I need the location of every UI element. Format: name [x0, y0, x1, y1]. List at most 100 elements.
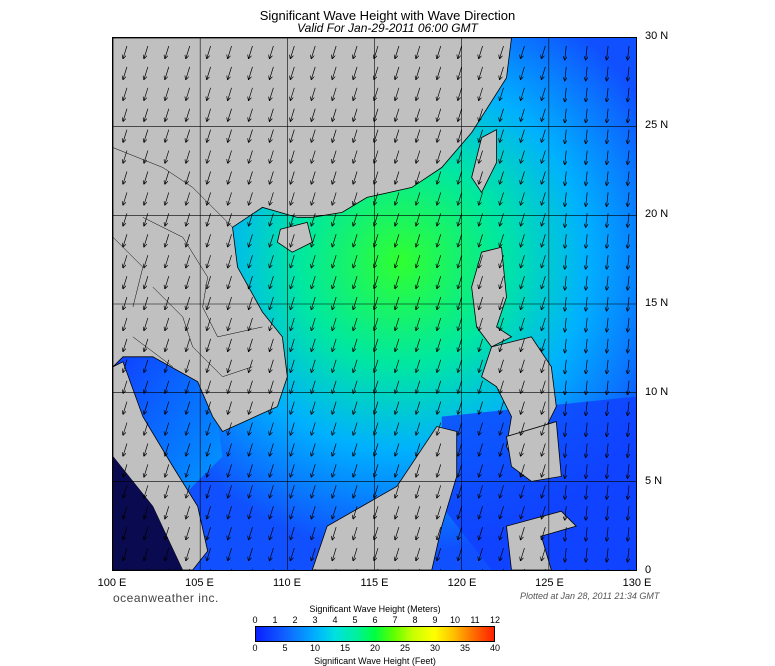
wave-direction-arrow	[500, 276, 504, 288]
wave-direction-arrow	[395, 317, 400, 330]
wave-direction-arrow	[290, 338, 295, 351]
wave-direction-arrow	[395, 401, 400, 414]
wave-direction-arrow	[270, 422, 274, 435]
wave-direction-arrow	[123, 338, 128, 351]
wave-direction-arrow	[586, 548, 587, 562]
wave-direction-arrow	[395, 527, 400, 539]
wave-direction-arrow	[395, 45, 400, 58]
wave-direction-arrow	[144, 87, 149, 100]
wave-direction-arrow	[165, 66, 170, 79]
wave-direction-arrow	[249, 150, 253, 163]
wave-direction-arrow	[521, 338, 525, 351]
wave-direction-arrow	[416, 234, 421, 246]
wave-direction-arrow	[290, 527, 295, 539]
wave-direction-arrow	[311, 276, 316, 288]
wave-direction-arrow	[374, 255, 379, 267]
wave-direction-arrow	[565, 234, 566, 248]
wave-direction-arrow	[458, 192, 462, 204]
wave-direction-arrow	[416, 401, 421, 414]
wave-direction-arrow	[374, 547, 379, 560]
wave-direction-arrow	[607, 192, 608, 206]
wave-direction-arrow	[228, 45, 232, 58]
wave-direction-arrow	[479, 276, 483, 288]
wave-direction-arrow	[270, 213, 274, 225]
wave-direction-arrow	[628, 359, 629, 374]
wave-direction-arrow	[290, 485, 295, 497]
wave-direction-arrow	[311, 401, 316, 414]
wave-direction-arrow	[565, 255, 566, 269]
lon-label: 100 E	[97, 577, 127, 589]
wave-direction-arrow	[479, 192, 483, 204]
wave-direction-arrow	[541, 276, 546, 288]
wave-direction-arrow	[228, 527, 232, 539]
wave-direction-arrow	[290, 547, 295, 560]
wave-direction-arrow	[541, 485, 546, 497]
wave-direction-arrow	[270, 192, 274, 204]
wave-direction-arrow	[565, 443, 566, 457]
wave-direction-arrow	[332, 255, 337, 267]
wave-direction-arrow	[353, 296, 358, 309]
wave-direction-arrow	[311, 443, 316, 455]
wave-direction-arrow	[165, 338, 170, 351]
wave-direction-arrow	[144, 317, 149, 330]
wave-direction-arrow	[144, 255, 149, 267]
wave-direction-arrow	[395, 276, 400, 288]
wave-direction-arrow	[123, 45, 128, 58]
wave-direction-arrow	[353, 527, 358, 539]
wave-direction-arrow	[144, 66, 149, 79]
wave-direction-arrow	[374, 171, 379, 183]
wave-direction-arrow	[270, 296, 274, 309]
wave-direction-arrow	[541, 380, 546, 393]
wave-direction-arrow	[437, 443, 442, 455]
colorbar-meters-tick: 10	[449, 615, 460, 625]
wave-direction-arrow	[541, 108, 546, 121]
wave-direction-arrow	[228, 547, 232, 560]
wave-direction-arrow	[249, 192, 253, 204]
wave-direction-arrow	[565, 87, 566, 102]
wave-direction-arrow	[165, 234, 170, 246]
wave-direction-arrow	[186, 150, 191, 163]
wave-direction-arrow	[123, 234, 128, 246]
wave-direction-arrow	[207, 401, 211, 414]
wave-direction-arrow	[521, 401, 525, 414]
wave-direction-arrow	[249, 401, 253, 414]
wave-direction-arrow	[144, 338, 149, 351]
wave-direction-arrow	[207, 359, 211, 372]
wave-direction-arrow	[479, 464, 483, 476]
wave-direction-arrow	[249, 527, 253, 539]
colorbar-meters-tick: 11	[470, 615, 480, 625]
wave-direction-arrow	[249, 66, 253, 79]
wave-direction-arrow	[228, 506, 232, 518]
wave-direction-arrow	[607, 464, 608, 478]
wave-direction-arrow	[249, 464, 253, 476]
wave-direction-arrow	[186, 422, 191, 435]
wave-direction-arrow	[332, 45, 337, 58]
wave-direction-arrow	[395, 150, 400, 163]
wave-direction-arrow	[500, 401, 504, 414]
wave-direction-arrow	[270, 359, 274, 372]
wave-direction-arrow	[186, 485, 191, 497]
wave-direction-arrow	[586, 192, 587, 206]
wave-direction-arrow	[395, 464, 400, 476]
wave-direction-arrow	[479, 401, 483, 414]
wave-direction-arrow	[607, 527, 608, 541]
wave-direction-arrow	[521, 150, 525, 163]
wave-direction-arrow	[395, 359, 400, 372]
wave-direction-arrow	[207, 87, 211, 100]
wave-direction-arrow	[123, 108, 128, 121]
colorbar-feet-tick: 35	[459, 643, 470, 653]
wave-direction-arrow	[395, 171, 400, 183]
wave-direction-arrow	[521, 129, 525, 142]
wave-direction-arrow	[479, 422, 483, 435]
wave-direction-arrow	[565, 213, 566, 227]
wave-direction-arrow	[437, 359, 442, 372]
wave-direction-arrow	[416, 317, 421, 330]
wave-direction-arrow	[628, 485, 629, 499]
wave-direction-arrow	[249, 255, 253, 267]
colorbar-meters-tick: 7	[392, 615, 398, 625]
wave-direction-arrow	[123, 485, 128, 497]
wave-direction-arrow	[311, 66, 316, 79]
wave-direction-arrow	[586, 359, 587, 374]
wave-direction-arrow	[123, 380, 128, 393]
wave-direction-arrow	[437, 527, 442, 539]
